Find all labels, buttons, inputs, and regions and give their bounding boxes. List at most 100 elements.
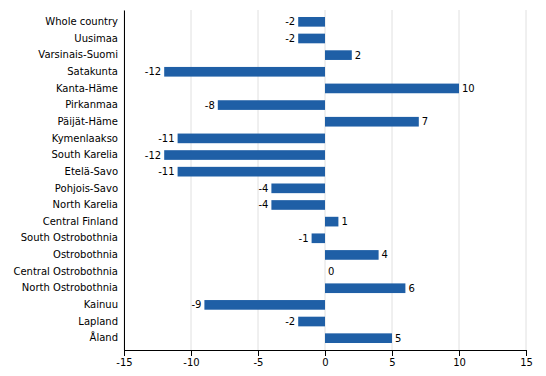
bar bbox=[178, 134, 325, 144]
tick: -10 bbox=[183, 350, 199, 368]
tick: North Karelia bbox=[53, 199, 118, 210]
tick: Etelä-Savo bbox=[65, 166, 118, 177]
tick: Uusimaa bbox=[74, 33, 118, 44]
tick: Varsinais-Suomi bbox=[38, 49, 118, 60]
data-label: -1 bbox=[299, 233, 309, 244]
bar bbox=[298, 17, 325, 27]
tick: Kanta-Häme bbox=[56, 83, 118, 94]
data-label: 1 bbox=[341, 216, 347, 227]
tick-label: Varsinais-Suomi bbox=[38, 49, 118, 60]
tick: Satakunta bbox=[67, 66, 118, 77]
tick-label: Central Ostrobothnia bbox=[13, 266, 118, 277]
tick: 0 bbox=[322, 350, 328, 368]
tick: Åland bbox=[90, 331, 118, 343]
bar bbox=[164, 67, 325, 77]
grid-line bbox=[258, 10, 259, 350]
tick-label: -15 bbox=[116, 357, 132, 368]
data-label: 5 bbox=[395, 333, 401, 344]
tick-label: Central Finland bbox=[43, 216, 118, 227]
grid-line bbox=[325, 10, 326, 350]
chart-svg: -15-10-5051015Whole countryUusimaaVarsin… bbox=[0, 0, 546, 376]
tick: 15 bbox=[520, 350, 533, 368]
data-labels: -2-22-1210-87-11-12-11-4-41-1406-9-25 bbox=[145, 16, 475, 343]
tick-label: Kanta-Häme bbox=[56, 83, 118, 94]
tick-label: Åland bbox=[90, 331, 118, 343]
grid-line bbox=[526, 10, 527, 350]
tick: Whole country bbox=[45, 16, 118, 27]
bar bbox=[178, 167, 325, 177]
chart-container: -15-10-5051015Whole countryUusimaaVarsin… bbox=[0, 0, 546, 376]
x-axis: -15 -10 -5 0 5 10 15 bbox=[116, 350, 533, 368]
bar bbox=[325, 283, 405, 293]
grid bbox=[124, 10, 526, 350]
tick-label: Ostrobothnia bbox=[53, 249, 118, 260]
data-label: -2 bbox=[285, 16, 295, 27]
y-axis: Whole country Uusimaa Varsinais-Suomi Satak… bbox=[13, 11, 124, 351]
tick-label: 0 bbox=[322, 357, 328, 368]
tick-mark bbox=[258, 350, 259, 356]
tick-label: Lapland bbox=[78, 316, 118, 327]
tick-label: Kymenlaakso bbox=[52, 133, 118, 144]
tick-label: North Karelia bbox=[53, 199, 118, 210]
bar bbox=[298, 317, 325, 327]
tick: Central Ostrobothnia bbox=[13, 266, 118, 277]
tick: Pohjois-Savo bbox=[55, 183, 118, 194]
tick-label: Whole country bbox=[45, 16, 118, 27]
tick-label: -10 bbox=[183, 357, 199, 368]
tick-label: 10 bbox=[453, 357, 466, 368]
axis-domain bbox=[125, 351, 527, 357]
tick: Pirkanmaa bbox=[65, 99, 118, 110]
bar bbox=[218, 100, 325, 110]
tick: -15 bbox=[116, 350, 132, 368]
tick: Kainuu bbox=[84, 299, 118, 310]
tick: Lapland bbox=[78, 316, 118, 327]
bar bbox=[325, 267, 326, 277]
bar bbox=[325, 250, 379, 260]
tick-label: North Ostrobothnia bbox=[22, 282, 118, 293]
data-label: -2 bbox=[285, 33, 295, 44]
tick-label: Päijät-Häme bbox=[58, 116, 118, 127]
data-label: -9 bbox=[191, 299, 201, 310]
data-label: -12 bbox=[145, 66, 161, 77]
data-label: -2 bbox=[285, 316, 295, 327]
tick-label: Pirkanmaa bbox=[65, 99, 118, 110]
bar bbox=[325, 50, 352, 60]
data-label: -4 bbox=[258, 199, 268, 210]
tick-label: 15 bbox=[520, 357, 533, 368]
data-label: 10 bbox=[462, 83, 475, 94]
data-label: 7 bbox=[422, 116, 428, 127]
tick-label: Satakunta bbox=[67, 66, 118, 77]
tick-label: -5 bbox=[254, 357, 264, 368]
tick-mark bbox=[124, 350, 125, 356]
tick: Kymenlaakso bbox=[52, 133, 118, 144]
bar bbox=[164, 150, 325, 160]
tick-label: Pohjois-Savo bbox=[55, 183, 118, 194]
bar bbox=[312, 233, 325, 243]
tick: South Ostrobothnia bbox=[21, 232, 118, 243]
tick: Central Finland bbox=[43, 216, 118, 227]
bar bbox=[271, 183, 325, 193]
tick: Ostrobothnia bbox=[53, 249, 118, 260]
grid-line bbox=[459, 10, 460, 350]
tick-mark bbox=[325, 350, 326, 356]
bar bbox=[325, 333, 392, 343]
tick: 10 bbox=[453, 350, 466, 368]
tick-mark bbox=[392, 350, 393, 356]
tick-label: Kainuu bbox=[84, 299, 118, 310]
data-label: -8 bbox=[205, 100, 215, 111]
data-label: 4 bbox=[382, 249, 388, 260]
data-label: -12 bbox=[145, 150, 161, 161]
data-label: 2 bbox=[355, 50, 361, 61]
tick-label: 5 bbox=[389, 357, 395, 368]
bar bbox=[204, 300, 325, 310]
data-label: 0 bbox=[328, 266, 334, 277]
bar bbox=[325, 117, 419, 127]
tick-label: Uusimaa bbox=[74, 33, 118, 44]
tick-mark bbox=[191, 350, 192, 356]
tick: Päijät-Häme bbox=[58, 116, 118, 127]
tick-label: South Karelia bbox=[52, 149, 118, 160]
axis-domain bbox=[124, 11, 125, 351]
data-label: -11 bbox=[158, 133, 174, 144]
tick-mark bbox=[459, 350, 460, 356]
bar bbox=[271, 200, 325, 210]
